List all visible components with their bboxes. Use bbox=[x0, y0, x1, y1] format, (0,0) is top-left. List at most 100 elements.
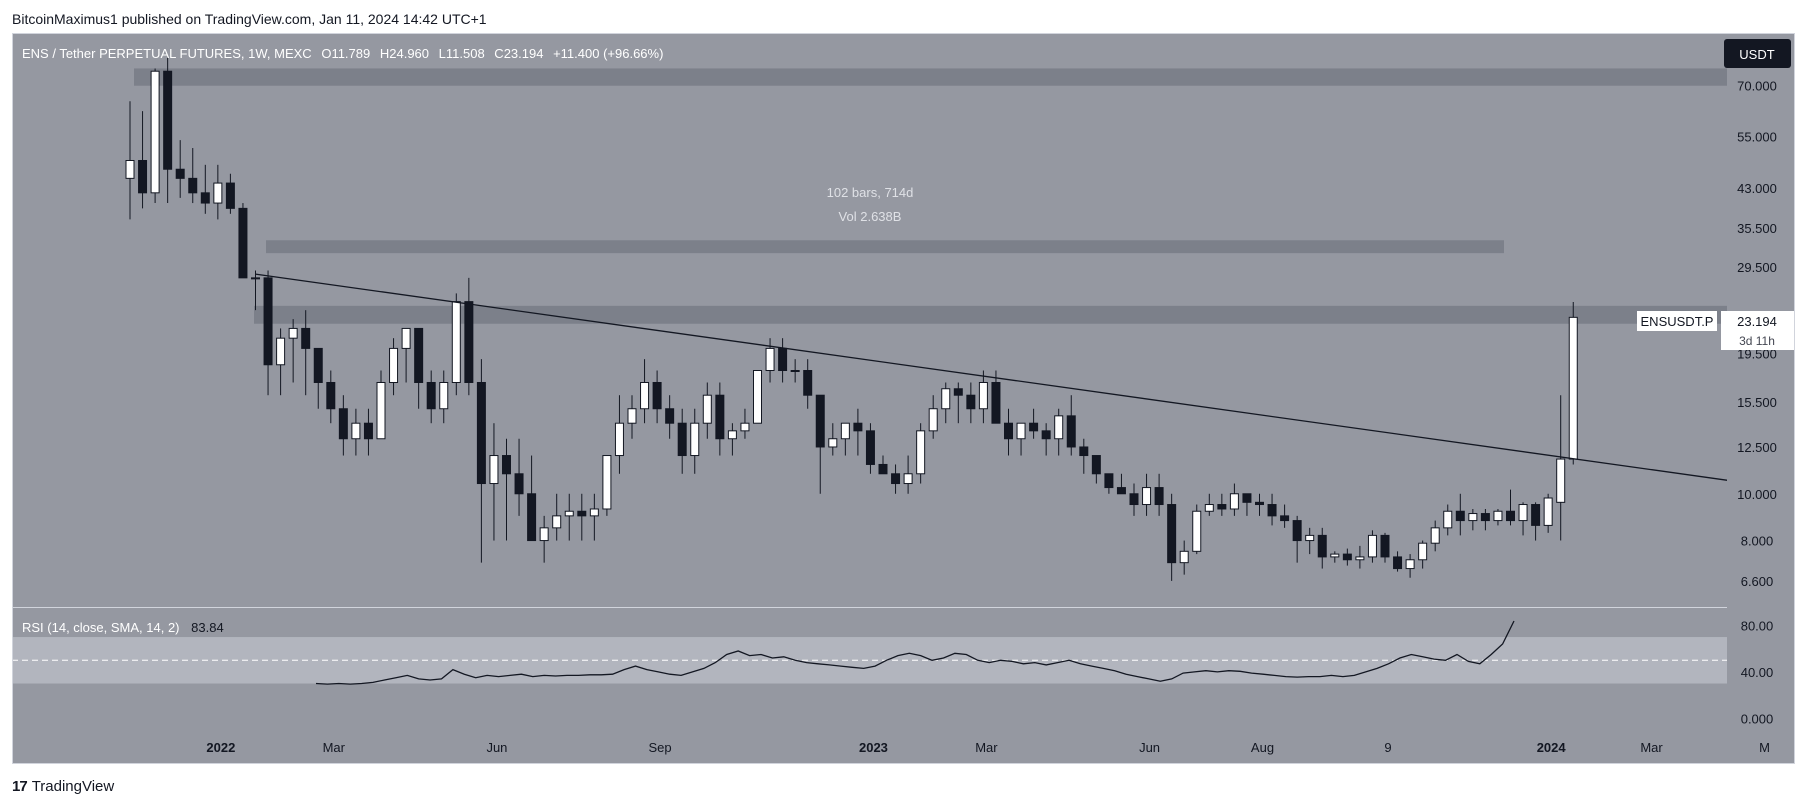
candle[interactable] bbox=[1480, 508, 1490, 531]
candle[interactable] bbox=[451, 293, 461, 396]
candle[interactable] bbox=[614, 395, 624, 474]
candle[interactable] bbox=[1317, 527, 1327, 569]
candle[interactable] bbox=[1468, 508, 1478, 531]
candle[interactable] bbox=[978, 370, 988, 424]
candle[interactable] bbox=[426, 370, 436, 424]
candle[interactable] bbox=[1556, 395, 1566, 541]
candle[interactable] bbox=[464, 277, 474, 396]
candle[interactable] bbox=[376, 370, 386, 440]
tradingview-footer[interactable]: 17 TradingView bbox=[12, 778, 114, 795]
candle[interactable] bbox=[338, 395, 348, 456]
candle[interactable] bbox=[865, 423, 875, 474]
price-axis[interactable]: 70.000 55.000 43.000 35.500 29.500 19.500 15.5… bbox=[1637, 33, 1795, 730]
candle[interactable] bbox=[263, 270, 273, 396]
candle[interactable] bbox=[163, 57, 173, 204]
candle[interactable] bbox=[1079, 438, 1089, 474]
candle[interactable] bbox=[251, 270, 260, 311]
candle[interactable] bbox=[313, 347, 323, 409]
candle[interactable] bbox=[1091, 455, 1101, 484]
candle[interactable] bbox=[853, 408, 863, 456]
candle[interactable] bbox=[200, 164, 210, 214]
candle[interactable] bbox=[1204, 493, 1214, 516]
candle[interactable] bbox=[326, 370, 336, 424]
candle[interactable] bbox=[640, 359, 650, 424]
candle[interactable] bbox=[502, 438, 511, 541]
candle[interactable] bbox=[476, 359, 486, 563]
candle[interactable] bbox=[1167, 493, 1177, 581]
candle[interactable] bbox=[489, 423, 499, 541]
candle[interactable] bbox=[727, 423, 737, 456]
candle[interactable] bbox=[276, 328, 286, 396]
candle[interactable] bbox=[138, 111, 148, 209]
candle[interactable] bbox=[928, 395, 938, 439]
candle[interactable] bbox=[552, 493, 562, 541]
time-axis[interactable]: 2022 Mar Jun Sep 2023 Mar Jun Aug 9 2024 Mar M bbox=[12, 730, 1795, 764]
candle[interactable] bbox=[288, 319, 298, 383]
candle[interactable] bbox=[1280, 504, 1290, 528]
candle[interactable] bbox=[1405, 554, 1415, 578]
candle[interactable] bbox=[1455, 493, 1465, 536]
candle[interactable] bbox=[1380, 532, 1390, 563]
candle[interactable] bbox=[715, 382, 725, 456]
candle[interactable] bbox=[1142, 473, 1152, 516]
candle[interactable] bbox=[577, 493, 587, 541]
candle[interactable] bbox=[1229, 483, 1239, 516]
candle[interactable] bbox=[740, 408, 750, 439]
candle[interactable] bbox=[1267, 493, 1277, 526]
candle[interactable] bbox=[941, 382, 951, 424]
candle[interactable] bbox=[1330, 551, 1340, 563]
candle[interactable] bbox=[665, 395, 675, 439]
candle[interactable] bbox=[1367, 530, 1377, 563]
candle[interactable] bbox=[1342, 548, 1352, 566]
candle[interactable] bbox=[891, 464, 901, 494]
descending-trendline[interactable] bbox=[255, 273, 1737, 483]
candle[interactable] bbox=[1004, 408, 1013, 456]
candle[interactable] bbox=[602, 455, 612, 516]
candle[interactable] bbox=[527, 455, 537, 542]
candle[interactable] bbox=[389, 338, 399, 396]
resistance-level-band[interactable] bbox=[266, 240, 1504, 254]
candle[interactable] bbox=[803, 359, 813, 409]
candle[interactable] bbox=[840, 422, 850, 456]
candle[interactable] bbox=[1054, 408, 1064, 456]
candle[interactable] bbox=[1179, 540, 1189, 575]
candle[interactable] bbox=[916, 423, 926, 484]
candle[interactable] bbox=[401, 327, 411, 383]
candle[interactable] bbox=[1543, 493, 1553, 533]
candle[interactable] bbox=[652, 370, 662, 424]
candle[interactable] bbox=[1104, 473, 1114, 494]
resistance-zone[interactable] bbox=[134, 68, 1727, 86]
candle[interactable] bbox=[1531, 502, 1541, 541]
resistance-zone[interactable] bbox=[254, 305, 1727, 324]
candle[interactable] bbox=[539, 515, 549, 563]
price-pane[interactable]: 102 bars, 714d Vol 2.638B ENS / Tether P… bbox=[12, 33, 1737, 608]
candle[interactable] bbox=[414, 327, 424, 409]
candle[interactable] bbox=[213, 164, 223, 220]
candle[interactable] bbox=[589, 493, 599, 541]
candle[interactable] bbox=[903, 455, 913, 494]
candle[interactable] bbox=[439, 370, 449, 424]
candle[interactable] bbox=[790, 359, 800, 383]
candle[interactable] bbox=[1029, 408, 1039, 439]
candle[interactable] bbox=[702, 382, 712, 439]
candle[interactable] bbox=[225, 173, 235, 214]
candle[interactable] bbox=[1016, 422, 1026, 456]
candle[interactable] bbox=[1568, 301, 1578, 465]
candle[interactable] bbox=[1066, 395, 1076, 456]
currency-button-label[interactable]: USDT bbox=[1739, 47, 1774, 62]
candle[interactable] bbox=[1255, 493, 1264, 516]
candle[interactable] bbox=[1355, 545, 1365, 569]
candle[interactable] bbox=[627, 395, 637, 439]
candle[interactable] bbox=[363, 408, 373, 456]
currency-button[interactable] bbox=[1724, 39, 1791, 68]
candle[interactable] bbox=[238, 203, 248, 279]
rsi-pane[interactable]: RSI (14, close, SMA, 14, 2) 83.84 bbox=[12, 607, 1727, 731]
candle[interactable] bbox=[1418, 540, 1428, 569]
candle[interactable] bbox=[188, 148, 198, 204]
candle[interactable] bbox=[1242, 493, 1252, 516]
candle[interactable] bbox=[991, 370, 1001, 424]
candle[interactable] bbox=[301, 310, 311, 396]
candle[interactable] bbox=[1305, 527, 1315, 555]
candle[interactable] bbox=[878, 455, 888, 475]
candle[interactable] bbox=[1506, 489, 1515, 526]
